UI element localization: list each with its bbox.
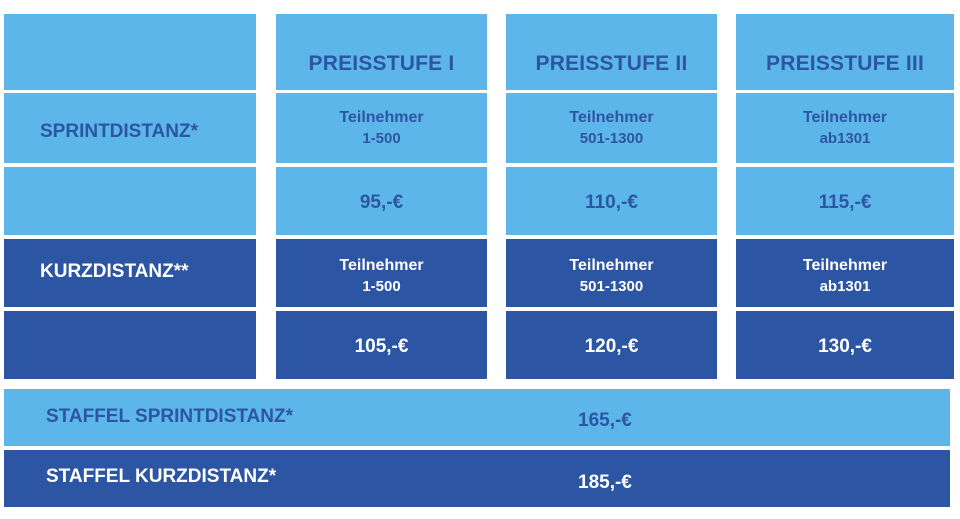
participants-range: 1-500	[362, 130, 401, 147]
sprint-label: SPRINTDISTANZ*	[4, 93, 256, 163]
staffel-sprint-price: 165,-€	[578, 410, 632, 431]
kurz-participants-tier-1: Teilnehmer 1-500	[276, 239, 487, 307]
sprint-price-tier-3: 115,-€	[736, 167, 954, 235]
sprint-price-empty-cell	[4, 167, 256, 235]
participants-range: 501-1300	[579, 278, 644, 295]
staffel-kurz-label: STAFFEL KURZDISTANZ*	[46, 466, 277, 487]
kurz-label-text: KURZDISTANZ**	[40, 261, 189, 282]
participants-label: Teilnehmer	[802, 109, 888, 126]
sprint-participants-tier-3: Teilnehmer ab1301	[736, 93, 954, 163]
kurz-price-tier-1: 105,-€	[276, 311, 487, 379]
participants-range: 1-500	[362, 278, 401, 295]
staffel-sprint-row	[4, 389, 950, 446]
participants-label: Teilnehmer	[339, 257, 424, 274]
staffel-kurz-row	[4, 450, 950, 507]
sprint-label-text: SPRINTDISTANZ*	[40, 121, 198, 142]
sprint-price-tier-2: 110,-€	[506, 167, 717, 235]
participants-label: Teilnehmer	[569, 109, 654, 126]
kurz-participants-tier-3: Teilnehmer ab1301	[736, 239, 954, 307]
sprint-participants-tier-2: Teilnehmer 501-1300	[506, 93, 717, 163]
participants-range: ab1301	[819, 278, 871, 295]
kurz-price-empty-cell	[4, 311, 256, 379]
tier-3-header: PREISSTUFE III	[736, 14, 954, 90]
tier-2-header: PREISSTUFE II	[506, 14, 717, 90]
staffel-sprint-label: STAFFEL SPRINTDISTANZ*	[46, 406, 293, 427]
sprint-price-tier-1: 95,-€	[276, 167, 487, 235]
header-empty-cell	[4, 14, 256, 90]
kurz-price-tier-3: 130,-€	[736, 311, 954, 379]
participants-label: Teilnehmer	[339, 109, 424, 126]
participants-label: Teilnehmer	[802, 257, 888, 274]
kurz-participants-tier-2: Teilnehmer 501-1300	[506, 239, 717, 307]
participants-range: 501-1300	[579, 130, 644, 147]
sprint-participants-tier-1: Teilnehmer 1-500	[276, 93, 487, 163]
kurz-price-tier-2: 120,-€	[506, 311, 717, 379]
participants-range: ab1301	[819, 130, 871, 147]
participants-label: Teilnehmer	[569, 257, 654, 274]
kurz-label: KURZDISTANZ**	[4, 239, 256, 307]
tier-1-header: PREISSTUFE I	[276, 14, 487, 90]
staffel-kurz-price: 185,-€	[578, 472, 632, 493]
